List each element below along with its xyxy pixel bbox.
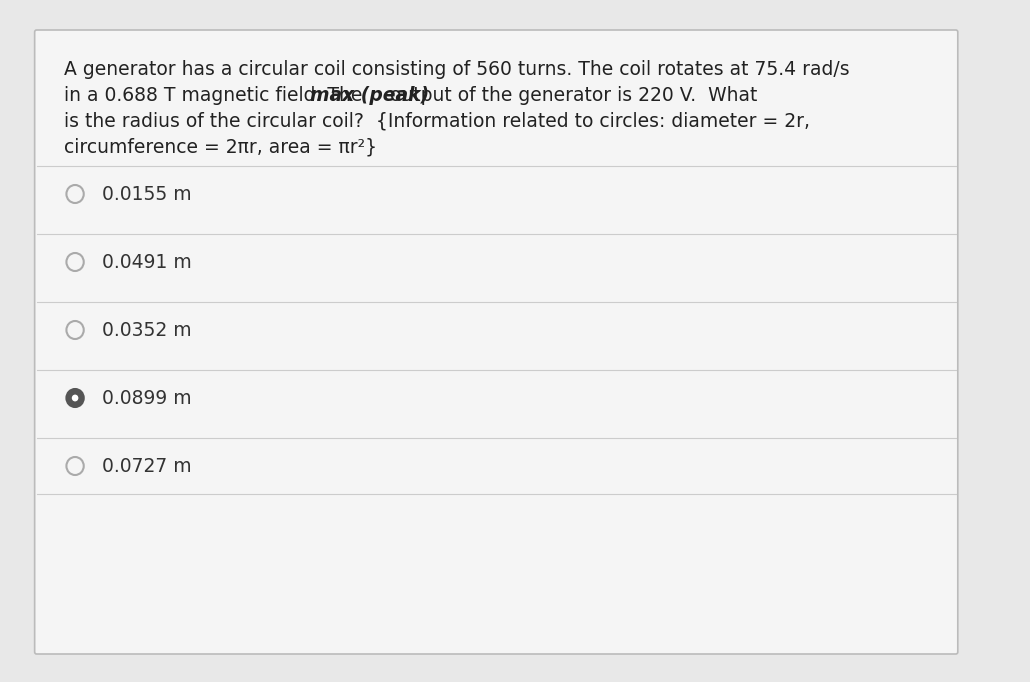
Text: 0.0899 m: 0.0899 m [102, 389, 192, 408]
FancyBboxPatch shape [35, 30, 958, 654]
Text: in a 0.688 T magnetic field. The: in a 0.688 T magnetic field. The [64, 86, 368, 105]
Text: 0.0491 m: 0.0491 m [102, 252, 192, 271]
Text: output of the generator is 220 V.  What: output of the generator is 220 V. What [384, 86, 758, 105]
Text: circumference = 2πr, area = πr²}: circumference = 2πr, area = πr²} [64, 138, 377, 157]
Circle shape [72, 395, 78, 402]
Text: A generator has a circular coil consisting of 560 turns. The coil rotates at 75.: A generator has a circular coil consisti… [64, 60, 849, 79]
Text: 0.0352 m: 0.0352 m [102, 321, 192, 340]
Text: is the radius of the circular coil?  {Information related to circles: diameter =: is the radius of the circular coil? {Inf… [64, 112, 810, 131]
Text: 0.0155 m: 0.0155 m [102, 185, 192, 203]
Circle shape [66, 389, 83, 407]
Text: max (peak): max (peak) [310, 86, 428, 105]
Text: 0.0727 m: 0.0727 m [102, 456, 192, 475]
